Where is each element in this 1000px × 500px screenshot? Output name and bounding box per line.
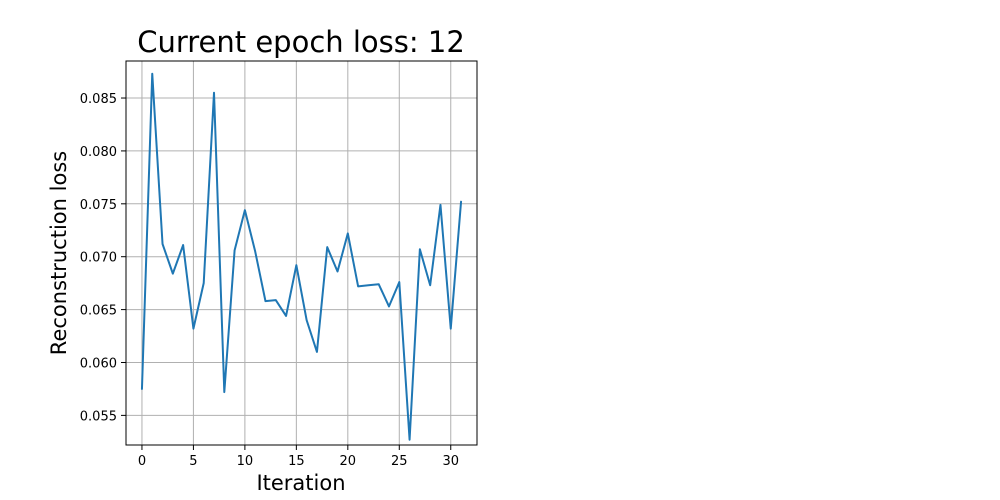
chart-title: Current epoch loss: 12 [137, 25, 465, 59]
x-tick-label: 30 [442, 454, 459, 469]
x-tick-label: 10 [237, 454, 254, 469]
x-tick-label: 0 [138, 454, 146, 469]
y-tick-label: 0.060 [80, 356, 117, 371]
y-axis: 0.055 0.060 0.065 0.070 0.075 0.080 0.085 [80, 92, 126, 424]
x-axis-label: Iteration [256, 471, 345, 495]
y-tick-label: 0.080 [80, 145, 117, 160]
plot-frame [125, 60, 478, 446]
y-tick-label: 0.070 [80, 251, 117, 266]
series-layer [140, 72, 463, 441]
x-axis: 0 5 10 15 20 25 30 [138, 445, 459, 469]
x-tick-label: 15 [288, 454, 305, 469]
y-tick-label: 0.085 [80, 92, 117, 107]
x-tick-label: 20 [340, 454, 357, 469]
y-axis-label: Reconstruction loss [47, 151, 71, 355]
x-tick-label: 5 [189, 454, 197, 469]
loss-series-line [140, 72, 463, 441]
y-tick-label: 0.065 [80, 304, 117, 319]
grid [126, 61, 477, 445]
y-tick-label: 0.075 [80, 198, 117, 213]
x-tick-label: 25 [391, 454, 408, 469]
y-tick-label: 0.055 [80, 409, 117, 424]
